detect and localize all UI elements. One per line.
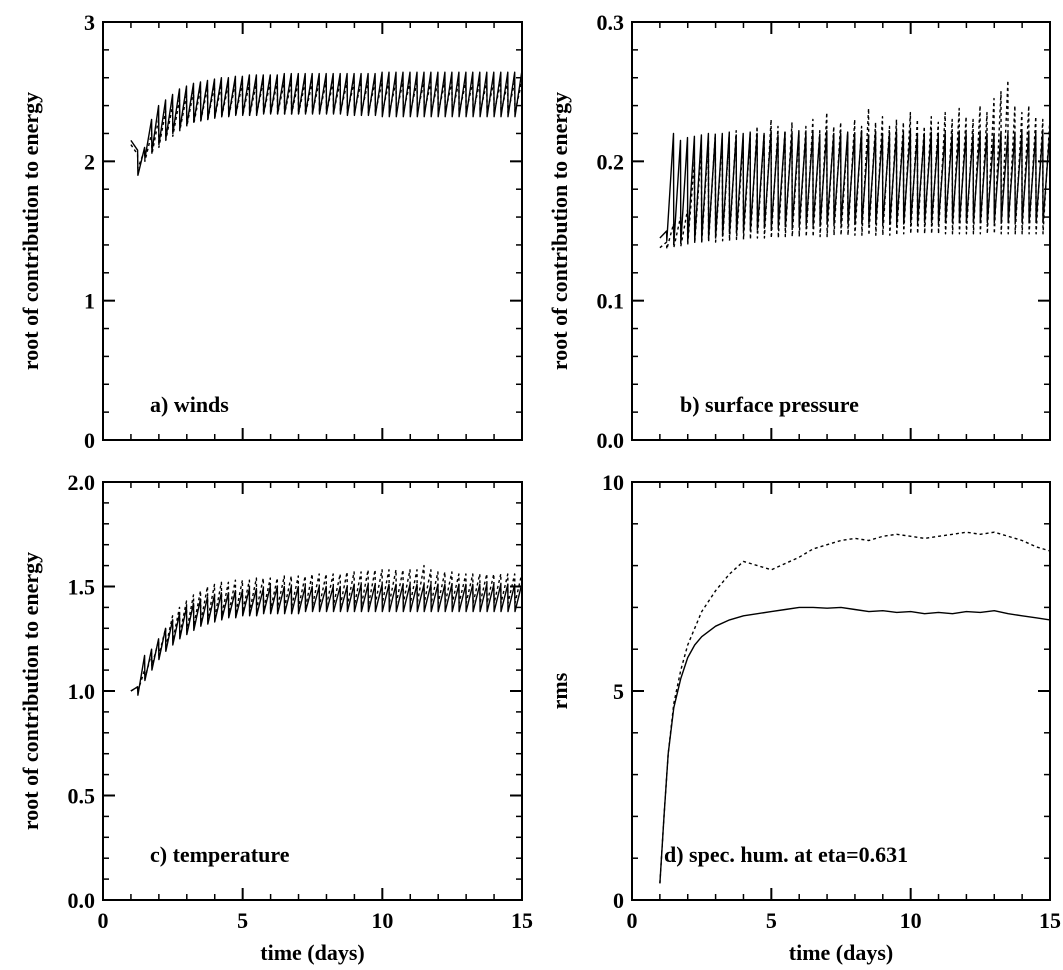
y-axis-label: root of contribution to energy xyxy=(18,92,43,370)
y-tick-label: 0 xyxy=(84,428,95,453)
x-tick-label: 0 xyxy=(627,908,638,933)
panel-label: d) spec. hum. at eta=0.631 xyxy=(664,842,908,867)
y-tick-label: 3 xyxy=(84,10,95,35)
series-line-dotted xyxy=(130,81,523,170)
y-tick-label: 0.0 xyxy=(68,888,96,913)
x-tick-label: 5 xyxy=(237,908,248,933)
y-tick-label: 0.3 xyxy=(597,10,625,35)
y-tick-label: 0.0 xyxy=(597,428,625,453)
panel-b-surface-pressure: 0.0 0.1 0.2 0.3 root of contribution to ener… xyxy=(547,10,1051,453)
y-tick-label: 1.0 xyxy=(68,679,96,704)
plot-frame xyxy=(631,481,1051,901)
series-line-dotted xyxy=(659,531,1051,884)
panel-d-specific-humidity: 0 5 10 15 0 5 10 rms time (days) d) spec. hum. at… xyxy=(547,470,1061,965)
x-tick-label: 0 xyxy=(98,908,109,933)
y-tick-label: 0.2 xyxy=(597,149,625,174)
x-tick-label: 5 xyxy=(766,908,777,933)
y-axis-label: root of contribution to energy xyxy=(547,92,572,370)
series-line-dotted xyxy=(659,79,1051,250)
x-axis-label: time (days) xyxy=(789,940,893,965)
x-tick-label: 10 xyxy=(371,908,393,933)
panel-c-temperature: 0 5 10 15 0.0 0.5 1.0 1.5 2.0 root of contributio… xyxy=(18,470,533,965)
plot-frame xyxy=(102,481,523,901)
y-tick-label: 1 xyxy=(84,289,95,314)
x-axis-label: time (days) xyxy=(260,940,364,965)
x-tick-label: 15 xyxy=(511,908,533,933)
y-tick-label: 0 xyxy=(613,888,624,913)
series-line-solid xyxy=(659,606,1051,884)
y-axis-label: root of contribution to energy xyxy=(18,552,43,830)
panel-label: b) surface pressure xyxy=(680,392,859,417)
y-tick-label: 10 xyxy=(602,470,624,495)
y-tick-label: 0.5 xyxy=(68,784,96,809)
x-tick-label: 15 xyxy=(1039,908,1061,933)
series-line-solid xyxy=(130,583,523,696)
y-tick-label: 2.0 xyxy=(68,470,96,495)
plot-frame xyxy=(102,21,523,441)
y-tick-label: 5 xyxy=(613,679,624,704)
y-axis-label: rms xyxy=(547,672,572,709)
panel-label: c) temperature xyxy=(150,842,290,867)
y-tick-label: 1.5 xyxy=(68,575,96,600)
x-tick-label: 10 xyxy=(900,908,922,933)
panel-label: a) winds xyxy=(150,392,229,417)
series-line-solid xyxy=(130,71,523,177)
y-tick-label: 2 xyxy=(84,149,95,174)
series-line-dotted xyxy=(130,564,523,692)
panel-a-winds: 0 1 2 3 root of contribution to energy a) win… xyxy=(18,10,523,453)
y-tick-label: 0.1 xyxy=(597,289,625,314)
